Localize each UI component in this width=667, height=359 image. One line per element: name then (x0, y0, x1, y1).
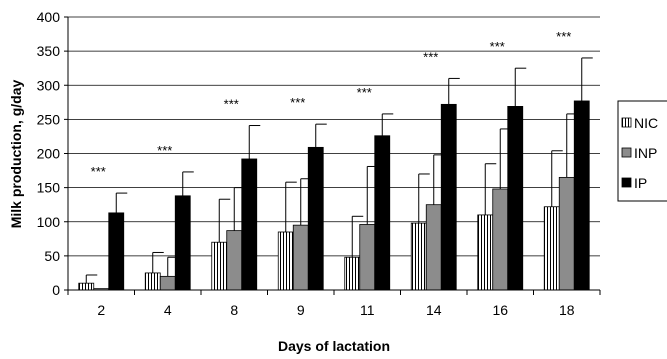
x-tick-label: 11 (360, 302, 375, 318)
bars (78, 100, 590, 291)
bar-inp-4 (159, 275, 176, 291)
significance-label: *** (490, 39, 505, 54)
error-bars (85, 57, 593, 284)
significance-label: *** (556, 29, 571, 44)
bar-ip-14 (440, 103, 457, 291)
y-tick-label: 250 (37, 111, 61, 127)
gridlines (68, 16, 600, 257)
bar-ip-18 (573, 100, 590, 291)
x-tick-label: 18 (559, 302, 575, 318)
y-tick-label: 0 (52, 282, 60, 298)
x-tick-label: 2 (97, 302, 105, 318)
legend-label-ip: IP (634, 175, 647, 191)
y-tick-label: 100 (37, 214, 61, 230)
legend-label-nic: NIC (634, 115, 658, 131)
bar-inp-16 (492, 188, 509, 291)
significance-label: *** (157, 143, 172, 158)
bar-ip-2 (108, 212, 125, 291)
x-tick-label: 14 (426, 302, 442, 318)
bar-ip-8 (241, 158, 258, 291)
bar-ip-16 (507, 106, 524, 291)
bar-ip-4 (174, 195, 191, 291)
bar-nic-14 (410, 222, 427, 291)
y-axis-ticks: 0 50 100 150 200 250 300 350 400 (37, 9, 68, 298)
y-tick-label: 150 (37, 180, 61, 196)
legend-swatch-nic (621, 117, 632, 128)
bar-inp-11 (359, 224, 376, 291)
x-axis-ticks: 2 4 8 9 11 14 16 18 (67, 290, 601, 318)
legend-swatch-ip (621, 177, 632, 188)
bar-nic-18 (543, 206, 560, 291)
significance-label: *** (224, 97, 239, 112)
legend: NIC INP IP (617, 100, 667, 202)
bar-nic-9 (277, 231, 294, 291)
bar-ip-9 (307, 146, 324, 291)
legend-swatch-inp (621, 147, 632, 158)
significance-labels: *** *** *** *** *** *** *** *** (91, 29, 572, 179)
y-tick-label: 300 (37, 77, 61, 93)
x-tick-label: 4 (164, 302, 172, 318)
bar-ip-11 (374, 135, 391, 291)
bar-inp-9 (292, 224, 309, 291)
significance-label: *** (290, 95, 305, 110)
x-tick-label: 9 (297, 302, 305, 318)
significance-label: *** (357, 85, 372, 100)
y-tick-label: 200 (37, 146, 61, 162)
significance-label: *** (423, 49, 438, 64)
bar-inp-8 (226, 230, 243, 291)
x-tick-label: 8 (230, 302, 238, 318)
y-tick-label: 50 (44, 248, 60, 264)
significance-label: *** (91, 164, 106, 179)
y-axis-title: Milk production, g/day (8, 80, 24, 229)
x-tick-label: 16 (492, 302, 508, 318)
bar-inp-14 (425, 204, 442, 291)
bar-nic-4 (144, 272, 161, 291)
y-tick-label: 350 (37, 43, 61, 59)
bar-nic-2 (78, 282, 95, 291)
bar-nic-8 (211, 241, 228, 291)
x-axis-title: Days of lactation (278, 338, 390, 354)
y-tick-label: 400 (37, 9, 61, 25)
legend-label-inp: INP (634, 145, 657, 161)
bar-nic-16 (477, 214, 494, 291)
bar-inp-18 (558, 176, 575, 291)
bar-nic-11 (344, 256, 361, 291)
